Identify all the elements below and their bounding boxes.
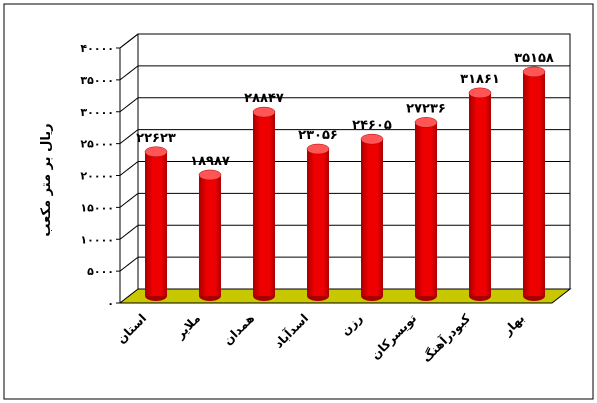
value-label: ۳۵۱۵۸ bbox=[514, 51, 554, 66]
value-label: ۲۳۰۵۶ bbox=[298, 128, 338, 143]
value-labels: ۲۲۶۲۳ ۱۸۹۸۷ ۲۸۸۴۷ ۲۳۰۵۶ ۲۴۶۰۵ ۲۷۲۳۶ ۳۱۸۶۱ ۳۵۱۵۸ bbox=[136, 51, 554, 169]
bar bbox=[306, 143, 330, 301]
bar-body bbox=[523, 71, 545, 296]
bar-body bbox=[145, 151, 167, 296]
gridline-side bbox=[119, 161, 139, 176]
bar-top bbox=[252, 106, 276, 118]
value-label: ۳۱۸۶۱ bbox=[460, 72, 500, 87]
bar bbox=[522, 66, 546, 301]
y-tick-label: ۰ bbox=[107, 297, 114, 310]
y-tick-label: ۱۵۰۰۰ bbox=[80, 201, 114, 214]
value-label: ۲۸۸۴۷ bbox=[244, 91, 284, 106]
bar-top bbox=[468, 87, 492, 99]
bar bbox=[198, 169, 222, 301]
bar bbox=[144, 146, 168, 301]
bar-body bbox=[415, 122, 437, 296]
bar-body bbox=[199, 174, 221, 296]
gridline-side bbox=[119, 129, 139, 145]
value-label: ۲۲۶۲۳ bbox=[136, 131, 176, 146]
bar-top bbox=[522, 66, 546, 78]
gridline-side bbox=[119, 256, 139, 272]
bar-body bbox=[253, 112, 275, 296]
value-label: ۲۴۶۰۵ bbox=[352, 118, 392, 133]
bar bbox=[360, 133, 384, 301]
y-tick-label: ۲۵۰۰۰ bbox=[80, 138, 114, 151]
y-tick-label: ۴۰۰۰۰ bbox=[80, 42, 114, 55]
bar-top bbox=[144, 146, 168, 158]
y-axis-label: ریال بر متر مکعب bbox=[39, 123, 54, 236]
bar-top bbox=[360, 133, 384, 145]
bar bbox=[468, 87, 492, 301]
bar-body bbox=[361, 139, 383, 296]
y-tick-label: ۱۰۰۰۰ bbox=[80, 233, 114, 246]
bar bbox=[252, 106, 276, 301]
bars bbox=[144, 66, 546, 301]
bar bbox=[414, 117, 438, 301]
value-label: ۲۷۲۳۶ bbox=[406, 101, 446, 116]
bar-top bbox=[198, 169, 222, 181]
y-axis-ticks: ۰ ۵۰۰۰ ۱۰۰۰۰ ۱۵۰۰۰ ۲۰۰۰۰ ۲۵۰۰۰ ۳۰۰۰۰ ۳۵۰۰۰ ۴۰۰۰۰ bbox=[80, 42, 120, 310]
gridline-side bbox=[119, 65, 139, 81]
y-tick-label: ۳۵۰۰۰ bbox=[80, 74, 114, 87]
gridline-side bbox=[119, 224, 139, 240]
y-tick-label: ۳۰۰۰۰ bbox=[80, 106, 114, 119]
gridline-side bbox=[119, 33, 139, 49]
bar-top bbox=[306, 143, 330, 155]
plot-walls bbox=[118, 33, 572, 304]
y-tick-label: ۵۰۰۰ bbox=[87, 265, 114, 278]
bar-body bbox=[307, 149, 329, 296]
value-label: ۱۸۹۸۷ bbox=[190, 154, 230, 169]
bar-top bbox=[414, 117, 438, 128]
gridline-side bbox=[119, 192, 139, 208]
gridline-side bbox=[119, 97, 139, 113]
plot-floor bbox=[118, 288, 572, 304]
bar-body bbox=[469, 92, 491, 296]
y-tick-label: ۲۰۰۰۰ bbox=[80, 170, 114, 183]
